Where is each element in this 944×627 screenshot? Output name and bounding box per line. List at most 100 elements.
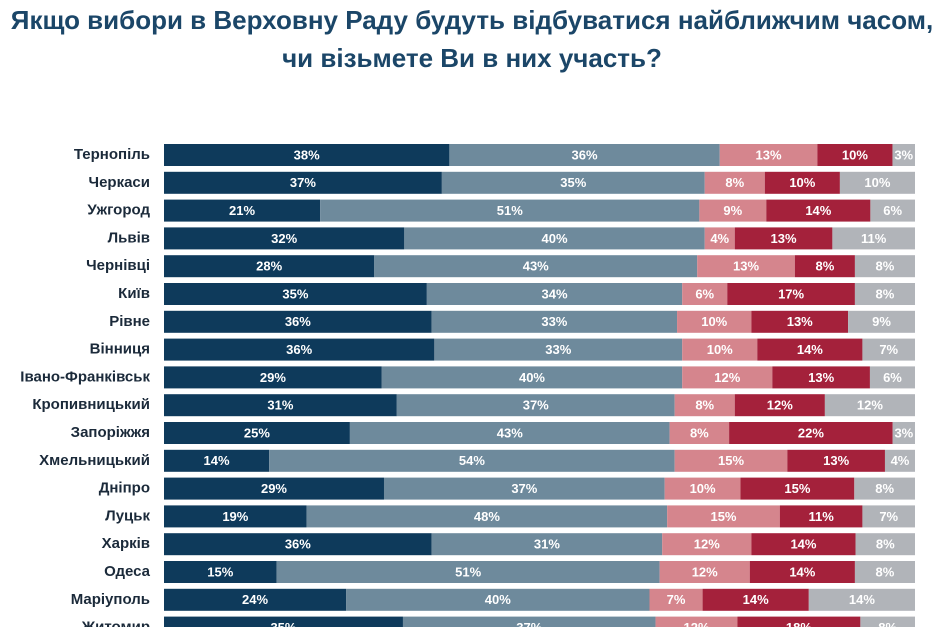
data-label: 15% — [718, 453, 744, 468]
bar-segment — [734, 394, 825, 417]
bar-segment — [164, 199, 321, 222]
bar-segment — [764, 171, 840, 194]
data-label: 29% — [261, 481, 287, 496]
data-label: 17% — [778, 286, 804, 301]
bar-segment — [164, 394, 397, 417]
bar-segment — [699, 199, 767, 222]
data-label: 8% — [725, 175, 744, 190]
bar-segment — [164, 477, 384, 500]
bar-segment — [320, 199, 700, 222]
bar-segment — [434, 338, 683, 361]
data-label: 35% — [270, 620, 296, 627]
y-tick-label: Дніпро — [99, 480, 150, 497]
data-label: 9% — [723, 203, 742, 218]
data-label: 8% — [695, 398, 714, 413]
data-label: 8% — [876, 286, 895, 301]
data-label: 3% — [894, 425, 913, 440]
y-tick-label: Ужгород — [87, 202, 150, 219]
data-label: 15% — [710, 509, 736, 524]
y-tick-label: Харків — [102, 535, 150, 552]
bar-segment — [381, 366, 683, 389]
data-label: 14% — [789, 564, 815, 579]
bar-segment — [682, 366, 773, 389]
data-label: 21% — [229, 203, 255, 218]
data-label: 31% — [534, 537, 560, 552]
data-label: 13% — [823, 453, 849, 468]
bar-segment — [727, 283, 855, 305]
data-label: 35% — [282, 286, 308, 301]
data-label: 28% — [256, 259, 282, 274]
data-label: 48% — [474, 509, 500, 524]
data-label: 36% — [286, 342, 312, 357]
y-tick-label: Одеса — [104, 563, 150, 580]
data-label: 15% — [207, 564, 233, 579]
bar-segment — [704, 171, 765, 194]
y-tick-label: Кропивницький — [32, 396, 150, 413]
bar-segment — [757, 338, 863, 361]
bar-segment — [740, 477, 855, 500]
bar-segment — [164, 171, 442, 194]
bar-segment — [164, 338, 435, 361]
data-label: 14% — [790, 537, 816, 552]
data-label: 11% — [808, 509, 834, 524]
bar-segment — [349, 422, 670, 444]
bar-segment — [749, 561, 855, 583]
bar-segment — [832, 227, 915, 250]
data-label: 8% — [875, 481, 894, 496]
bar-segment — [674, 394, 735, 417]
data-label: 33% — [541, 314, 567, 329]
bar-segment — [734, 227, 833, 250]
y-tick-label: Житомир — [81, 619, 150, 627]
data-label: 10% — [864, 175, 890, 190]
data-label: 15% — [784, 481, 810, 496]
bar-segment — [164, 449, 270, 472]
chart-title: Якщо вибори в Верховну Раду будуть відбу… — [11, 5, 933, 35]
bar-segment — [164, 366, 382, 389]
bar-segment — [854, 255, 915, 278]
bar-segment — [655, 616, 738, 627]
data-label: 32% — [271, 231, 297, 246]
data-label: 8% — [876, 537, 895, 552]
y-tick-label: Івано-Франківськ — [20, 368, 150, 385]
bar-segment — [346, 588, 650, 611]
data-label: 14% — [805, 203, 831, 218]
bar-segment — [719, 144, 818, 166]
y-tick-label: Львів — [108, 229, 150, 246]
bar-segment — [870, 199, 915, 222]
data-label: 10% — [707, 342, 733, 357]
y-tick-label: Вінниця — [90, 341, 150, 358]
data-label: 7% — [879, 342, 898, 357]
data-label: 31% — [267, 398, 293, 413]
bar-segment — [779, 505, 863, 528]
bar-segment — [306, 505, 668, 528]
data-label: 10% — [690, 481, 716, 496]
bar-segment — [702, 588, 809, 611]
bar-segment — [431, 533, 663, 556]
data-label: 37% — [511, 481, 537, 496]
y-tick-label: Луцьк — [105, 507, 150, 524]
data-label: 6% — [883, 203, 902, 218]
data-label: 40% — [542, 231, 568, 246]
data-label: 43% — [523, 259, 549, 274]
data-label: 14% — [797, 342, 823, 357]
bar-segment — [854, 477, 915, 500]
bar-segment — [855, 533, 915, 556]
data-label: 9% — [872, 314, 891, 329]
data-label: 22% — [798, 425, 824, 440]
bar-segment — [164, 533, 432, 556]
data-label: 14% — [743, 592, 769, 607]
data-label: 33% — [545, 342, 571, 357]
data-label: 12% — [684, 620, 710, 627]
bar-segment — [697, 255, 795, 278]
data-label: 13% — [787, 314, 813, 329]
bar-segment — [729, 422, 893, 444]
data-label: 8% — [876, 259, 895, 274]
data-label: 6% — [883, 370, 902, 385]
bar-segment — [839, 171, 915, 194]
bar-segment — [659, 561, 750, 583]
bar-segment — [817, 144, 893, 166]
data-label: 38% — [294, 147, 320, 162]
bar-segment — [808, 588, 915, 611]
data-label: 12% — [714, 370, 740, 385]
chart-title: чи візьмете Ви в них участь? — [282, 43, 662, 73]
